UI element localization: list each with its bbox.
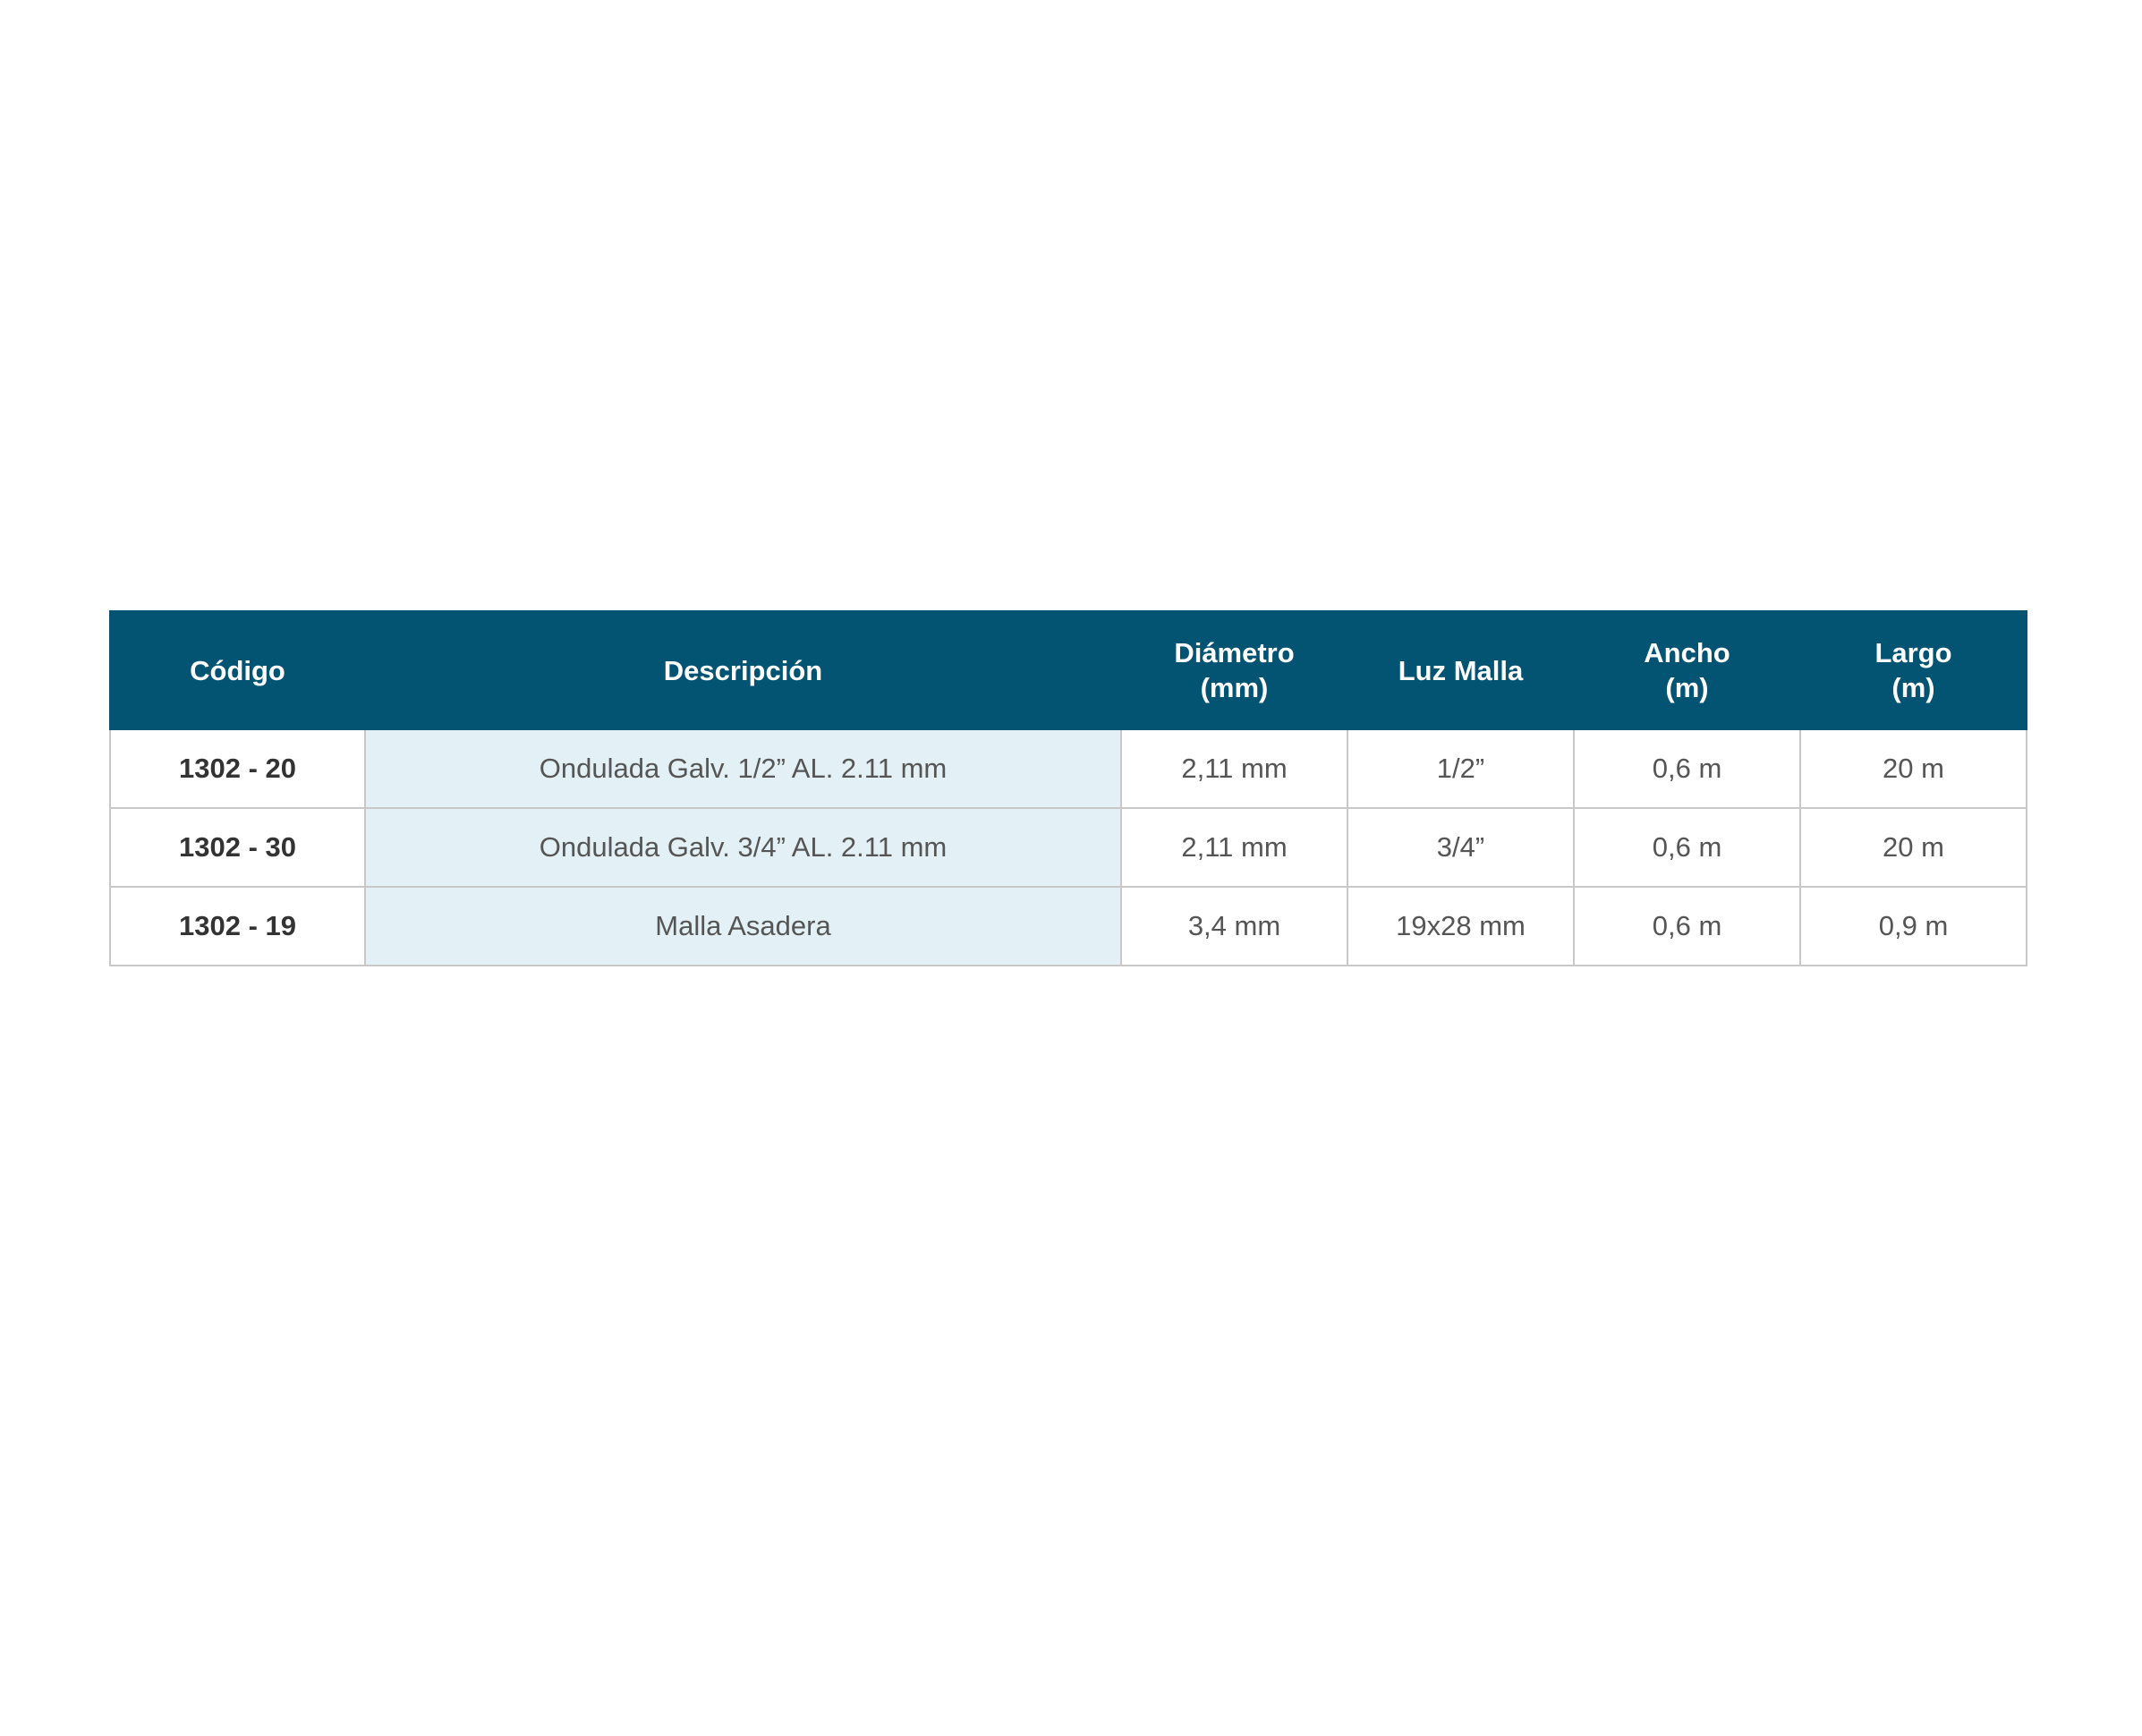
cell-diametro: 2,11 mm — [1120, 807, 1348, 888]
cell-descripcion: Ondulada Galv. 3/4” AL. 2.11 mm — [364, 807, 1122, 888]
table-row: 1302 - 20 Ondulada Galv. 1/2” AL. 2.11 m… — [109, 728, 2027, 809]
cell-ancho: 0,6 m — [1573, 886, 1801, 966]
cell-descripcion: Malla Asadera — [364, 886, 1122, 966]
header-ancho-unit: (m) — [1665, 672, 1709, 703]
table-header-row: Código Descripción Diámetro (mm) Luz Mal… — [109, 610, 2027, 730]
header-largo-unit: (m) — [1891, 672, 1935, 703]
header-diametro-label: Diámetro — [1174, 637, 1295, 668]
header-codigo-label: Código — [190, 654, 285, 686]
cell-descripcion: Ondulada Galv. 1/2” AL. 2.11 mm — [364, 728, 1122, 809]
cell-luz-malla: 3/4” — [1347, 807, 1575, 888]
table-row: 1302 - 19 Malla Asadera 3,4 mm 19x28 mm … — [109, 886, 2027, 966]
header-descripcion: Descripción — [364, 610, 1122, 730]
table-row: 1302 - 30 Ondulada Galv. 3/4” AL. 2.11 m… — [109, 807, 2027, 888]
cell-ancho: 0,6 m — [1573, 807, 1801, 888]
cell-ancho: 0,6 m — [1573, 728, 1801, 809]
header-largo-label: Largo — [1874, 637, 1952, 668]
header-diametro-unit: (mm) — [1200, 672, 1269, 703]
cell-codigo: 1302 - 20 — [109, 728, 366, 809]
product-spec-table: Código Descripción Diámetro (mm) Luz Mal… — [109, 610, 2027, 966]
cell-largo: 20 m — [1799, 807, 2027, 888]
header-descripcion-label: Descripción — [663, 654, 823, 686]
header-luz-malla-label: Luz Malla — [1398, 654, 1524, 686]
cell-luz-malla: 19x28 mm — [1347, 886, 1575, 966]
cell-diametro: 3,4 mm — [1120, 886, 1348, 966]
header-largo: Largo (m) — [1799, 610, 2027, 730]
header-ancho: Ancho (m) — [1573, 610, 1801, 730]
cell-codigo: 1302 - 30 — [109, 807, 366, 888]
cell-diametro: 2,11 mm — [1120, 728, 1348, 809]
cell-codigo: 1302 - 19 — [109, 886, 366, 966]
header-luz-malla: Luz Malla — [1347, 610, 1575, 730]
cell-luz-malla: 1/2” — [1347, 728, 1575, 809]
header-diametro: Diámetro (mm) — [1120, 610, 1348, 730]
header-codigo: Código — [109, 610, 366, 730]
cell-largo: 20 m — [1799, 728, 2027, 809]
header-ancho-label: Ancho — [1644, 637, 1730, 668]
cell-largo: 0,9 m — [1799, 886, 2027, 966]
